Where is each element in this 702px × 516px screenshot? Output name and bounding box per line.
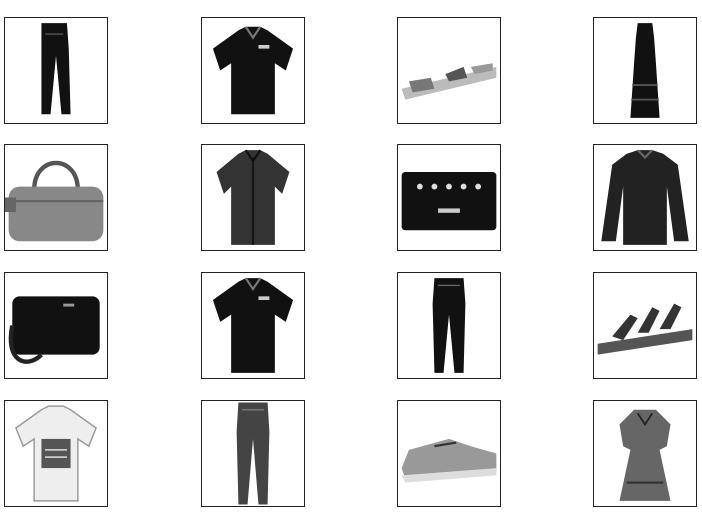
image-tile-trouser-3 xyxy=(201,400,305,507)
image-tile-sandal xyxy=(397,17,501,124)
pullover-image xyxy=(601,149,689,245)
t-shirt-image xyxy=(212,26,294,115)
image-tile-sneaker xyxy=(397,400,501,507)
image-tile-bag-3 xyxy=(4,272,108,379)
image-tile-shirt xyxy=(201,144,305,251)
image-tile-trouser-2 xyxy=(397,272,501,379)
bag-image xyxy=(401,172,497,231)
sandal-image xyxy=(597,303,693,355)
image-tile-bag xyxy=(4,144,108,251)
image-tile-t-shirt-3 xyxy=(4,400,108,507)
trouser-image xyxy=(432,278,466,373)
shirt-image xyxy=(216,149,290,245)
trouser-image xyxy=(236,402,270,505)
sneaker-image xyxy=(401,438,497,483)
bag-image xyxy=(8,296,100,364)
dress-image xyxy=(619,409,671,501)
image-tile-t-shirt-2 xyxy=(201,272,305,379)
image-tile-trouser xyxy=(4,17,108,124)
image-tile-sandal-2 xyxy=(593,272,697,379)
bag-image xyxy=(5,160,104,242)
t-shirt-image xyxy=(15,405,97,502)
trouser-image xyxy=(41,23,71,115)
t-shirt-image xyxy=(212,277,294,373)
image-tile-pullover xyxy=(593,144,697,251)
sandal-image xyxy=(401,63,497,100)
image-tile-t-shirt xyxy=(201,17,305,124)
image-tile-bag-2 xyxy=(397,144,501,251)
image-tile-dress xyxy=(593,17,697,124)
image-tile-dress-2 xyxy=(593,400,697,507)
dress-image xyxy=(630,23,660,118)
